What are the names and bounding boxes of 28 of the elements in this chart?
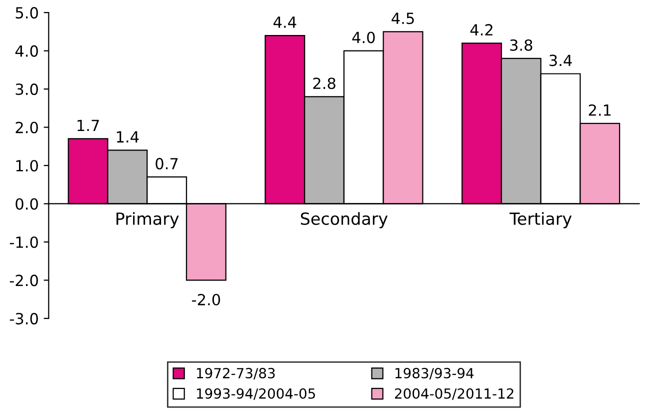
- y-tick-label: 1.0: [16, 160, 38, 172]
- y-tick-label: -2.0: [10, 274, 38, 286]
- y-tick-label: -3.0: [10, 312, 38, 324]
- data-label: 3.8: [510, 39, 532, 51]
- x-tick-label: Primary: [116, 212, 179, 228]
- y-tick-label: 0.0: [16, 198, 38, 210]
- data-label: 4.4: [274, 16, 296, 28]
- legend-label: 1983/93-94: [395, 368, 474, 380]
- data-label: 4.2: [470, 24, 492, 36]
- y-tick-label: 2.0: [16, 122, 38, 134]
- x-tick-label: Tertiary: [510, 212, 572, 228]
- y-tick-label: 3.0: [16, 84, 38, 96]
- data-label: 1.4: [116, 131, 139, 142]
- legend-label: 1993-94/2004-05: [196, 388, 315, 400]
- data-label: 4.0: [352, 32, 375, 44]
- x-tick-label: Secondary: [300, 212, 388, 228]
- data-label: -2.0: [192, 294, 220, 306]
- data-label: 2.8: [313, 78, 336, 90]
- legend-label: 1972-73/83: [196, 368, 275, 380]
- data-label: 2.1: [588, 104, 611, 116]
- data-label: 3.4: [550, 54, 572, 66]
- data-label: 4.5: [392, 12, 414, 24]
- y-tick-label: 4.0: [15, 45, 38, 57]
- y-tick-label: -1.0: [10, 236, 38, 248]
- data-label: 1.7: [78, 120, 99, 131]
- legend-label: 2004-05/2011-12: [394, 388, 514, 400]
- data-label: 0.7: [156, 158, 178, 170]
- y-tick-label: 5.0: [16, 7, 38, 19]
